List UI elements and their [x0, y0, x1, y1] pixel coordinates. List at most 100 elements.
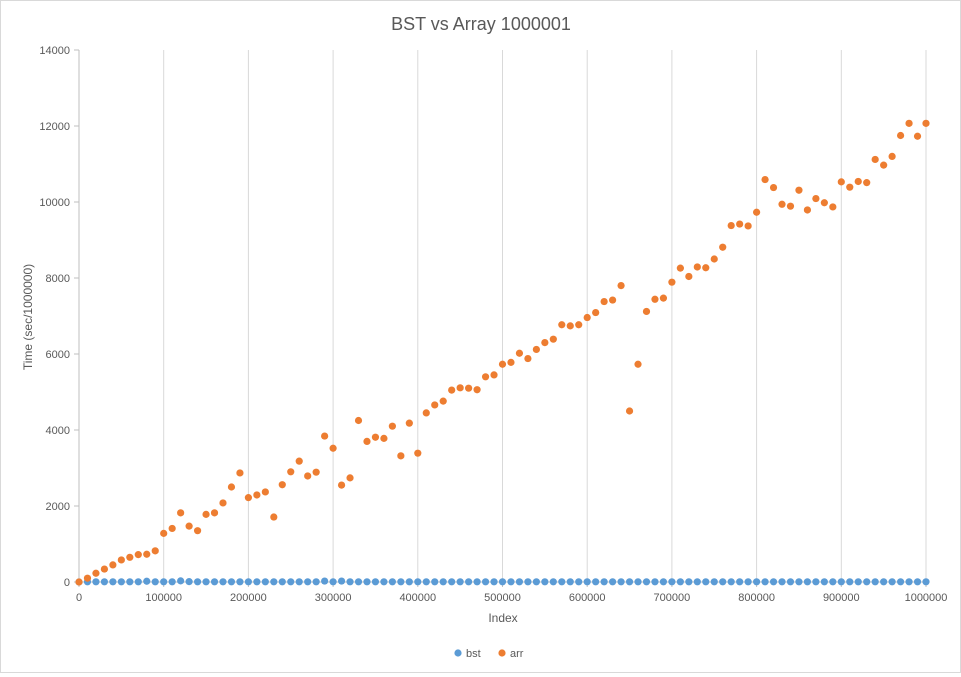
point-bst — [871, 578, 879, 586]
point-arr — [719, 243, 727, 251]
point-bst — [905, 578, 913, 586]
point-bst — [812, 578, 820, 586]
point-bst — [829, 578, 837, 586]
gridlines — [163, 50, 927, 582]
point-arr — [75, 578, 83, 586]
point-bst — [92, 578, 100, 586]
point-bst — [524, 578, 532, 586]
x-tick-label: 600000 — [569, 592, 606, 604]
point-arr — [185, 522, 193, 530]
point-arr — [659, 294, 668, 302]
point-arr — [609, 296, 617, 304]
point-bst — [634, 578, 642, 586]
point-bst — [769, 578, 778, 586]
point-arr — [134, 551, 142, 559]
point-arr — [92, 569, 100, 577]
point-arr — [177, 509, 185, 517]
point-arr — [397, 452, 405, 460]
point-arr — [160, 529, 168, 537]
point-arr — [583, 313, 591, 322]
x-axis-title: Index — [488, 611, 517, 625]
point-arr — [761, 175, 769, 184]
point-bst — [651, 578, 659, 586]
point-bst — [617, 578, 625, 586]
point-arr — [473, 386, 481, 394]
point-bst — [244, 578, 252, 586]
y-axis-title: Time (sec/1000000) — [21, 264, 35, 370]
point-arr — [693, 263, 701, 271]
point-arr — [278, 481, 286, 489]
point-arr — [151, 547, 159, 555]
point-bst — [109, 578, 117, 586]
point-arr — [668, 278, 676, 286]
point-arr — [676, 264, 684, 272]
point-arr — [117, 556, 125, 564]
point-bst — [354, 578, 363, 586]
point-arr — [312, 468, 320, 476]
point-arr — [753, 208, 761, 216]
point-bst — [448, 578, 456, 586]
legend-marker-arr — [498, 649, 506, 657]
point-arr — [439, 397, 447, 405]
point-bst — [583, 578, 591, 586]
point-arr — [795, 186, 803, 194]
series-arr — [75, 119, 930, 586]
point-arr — [295, 457, 303, 465]
x-tick-label: 500000 — [484, 592, 521, 604]
point-bst — [270, 578, 278, 586]
point-arr — [642, 307, 651, 316]
point-bst — [126, 578, 134, 586]
point-arr — [905, 119, 913, 127]
y-tick-label: 6000 — [46, 349, 70, 361]
point-arr — [634, 360, 642, 368]
point-bst — [642, 578, 651, 586]
point-bst — [388, 578, 396, 586]
point-arr — [617, 282, 625, 290]
x-tick-label: 800000 — [738, 592, 775, 604]
point-bst — [676, 578, 684, 586]
point-bst — [397, 578, 405, 586]
point-arr — [405, 419, 413, 427]
point-arr — [803, 206, 812, 214]
point-bst — [405, 578, 413, 586]
point-bst — [143, 577, 151, 585]
point-arr — [143, 550, 151, 558]
point-bst — [346, 578, 354, 586]
point-bst — [753, 578, 761, 586]
point-bst — [151, 578, 159, 586]
point-bst — [786, 578, 795, 586]
point-arr — [193, 527, 202, 535]
point-arr — [388, 422, 396, 430]
point-arr — [210, 509, 219, 517]
legend-label-arr: arr — [510, 648, 524, 660]
x-tick-label: 300000 — [315, 592, 352, 604]
point-bst — [727, 578, 735, 586]
point-arr — [558, 321, 566, 329]
point-bst — [295, 578, 303, 586]
point-arr — [524, 354, 532, 363]
y-tick-label: 10000 — [39, 197, 70, 209]
point-bst — [100, 578, 109, 586]
point-arr — [431, 401, 439, 409]
point-bst — [177, 577, 185, 585]
y-tick-label: 12000 — [39, 121, 70, 133]
point-arr — [888, 152, 896, 160]
point-arr — [414, 449, 422, 457]
point-arr — [871, 155, 879, 164]
x-tick-label: 1000000 — [905, 592, 948, 604]
point-arr — [685, 272, 693, 281]
point-arr — [837, 178, 845, 186]
point-bst — [566, 578, 574, 586]
point-arr — [515, 349, 524, 357]
point-bst — [363, 578, 371, 586]
legend: bst arr — [454, 648, 524, 660]
point-arr — [261, 488, 269, 496]
point-arr — [448, 386, 456, 394]
point-arr — [846, 183, 854, 191]
point-arr — [880, 161, 888, 169]
point-bst — [541, 578, 549, 586]
point-arr — [100, 565, 109, 573]
point-bst — [312, 578, 320, 586]
point-bst — [575, 578, 583, 586]
point-bst — [321, 577, 329, 585]
